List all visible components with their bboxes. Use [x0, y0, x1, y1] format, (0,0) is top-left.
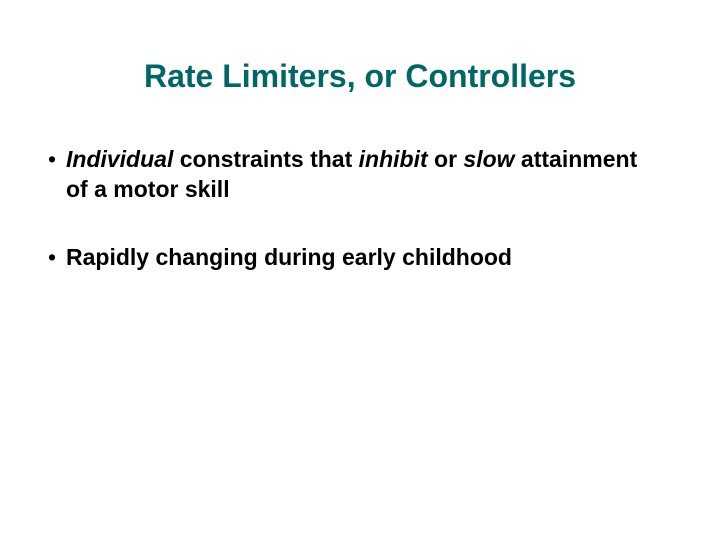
bullet-text: Rapidly changing during early childhood	[66, 243, 660, 273]
bullet-item: • Individual constraints that inhibit or…	[48, 145, 660, 205]
slide-title: Rate Limiters, or Controllers	[0, 58, 720, 95]
bullet-dot-icon: •	[48, 145, 66, 175]
slide: Rate Limiters, or Controllers • Individu…	[0, 0, 720, 540]
slide-body: • Individual constraints that inhibit or…	[48, 145, 660, 311]
text-italic: slow	[463, 146, 514, 172]
bullet-item: • Rapidly changing during early childhoo…	[48, 243, 660, 273]
text-run: or	[428, 146, 464, 172]
text-run: constraints that	[173, 146, 358, 172]
bullet-dot-icon: •	[48, 243, 66, 273]
bullet-text: Individual constraints that inhibit or s…	[66, 145, 660, 205]
text-italic: inhibit	[359, 146, 428, 172]
text-italic: Individual	[66, 146, 173, 172]
